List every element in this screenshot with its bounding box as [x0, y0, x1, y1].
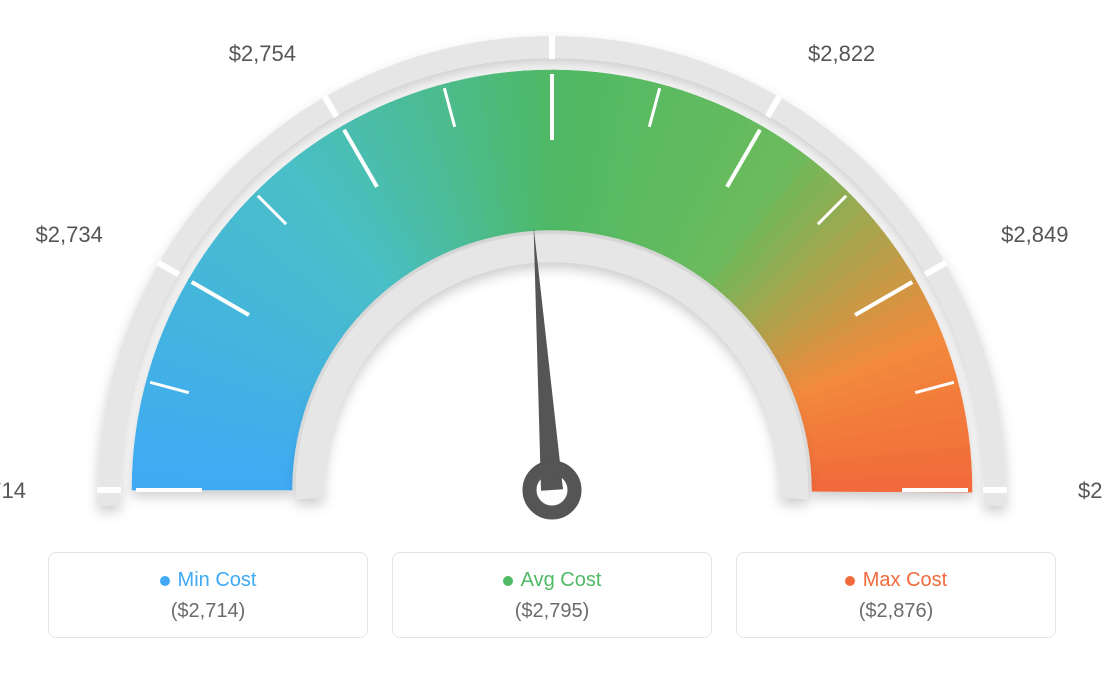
- tick-label: $2,849: [1001, 222, 1068, 247]
- dot-icon: [503, 576, 513, 586]
- legend-title-text: Min Cost: [178, 569, 257, 592]
- legend-card-avg: Avg Cost ($2,795): [392, 552, 712, 638]
- legend-card-max: Max Cost ($2,876): [736, 552, 1056, 638]
- legend-card-min: Min Cost ($2,714): [48, 552, 368, 638]
- legend-title-avg: Avg Cost: [503, 569, 602, 592]
- tick-label: $2,714: [0, 478, 26, 503]
- gauge-svg: $2,714$2,734$2,754$2,795$2,822$2,849$2,8…: [0, 0, 1104, 540]
- legend-row: Min Cost ($2,714) Avg Cost ($2,795) Max …: [0, 552, 1104, 638]
- tick-label: $2,822: [808, 41, 875, 66]
- legend-value-max: ($2,876): [737, 600, 1055, 623]
- tick-label: $2,876: [1078, 478, 1104, 503]
- legend-title-max: Max Cost: [845, 569, 947, 592]
- tick-label: $2,734: [36, 222, 103, 247]
- legend-title-min: Min Cost: [160, 569, 257, 592]
- legend-value-avg: ($2,795): [393, 600, 711, 623]
- legend-value-min: ($2,714): [49, 600, 367, 623]
- legend-title-text: Max Cost: [863, 569, 947, 592]
- dot-icon: [160, 576, 170, 586]
- legend-title-text: Avg Cost: [521, 569, 602, 592]
- gauge-chart: $2,714$2,734$2,754$2,795$2,822$2,849$2,8…: [0, 0, 1104, 540]
- dot-icon: [845, 576, 855, 586]
- tick-label: $2,754: [229, 41, 296, 66]
- needle: [534, 227, 563, 491]
